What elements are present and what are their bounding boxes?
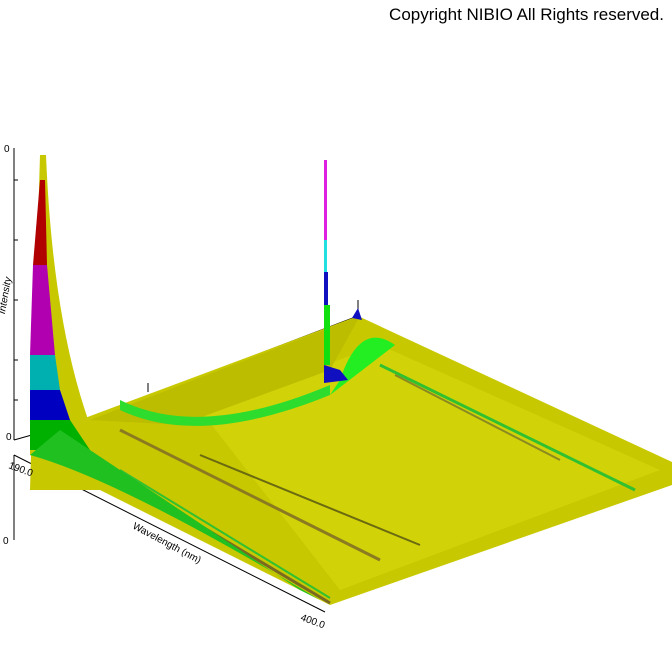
green-band — [120, 385, 330, 426]
green-band — [330, 337, 395, 395]
intensity-tick: 0 — [4, 144, 10, 155]
right-spike — [324, 160, 362, 383]
surface-back — [90, 316, 360, 425]
y-ticks — [14, 179, 18, 401]
depth-tick: 0 — [3, 536, 9, 547]
copyright: Copyright NIBIO All Rights reserved. — [389, 5, 664, 24]
intensity-tick: 0 — [6, 432, 12, 443]
wavelength-tick: 400.0 — [299, 612, 327, 631]
intensity-label: Intensity — [0, 275, 14, 315]
left-spike — [30, 155, 320, 600]
